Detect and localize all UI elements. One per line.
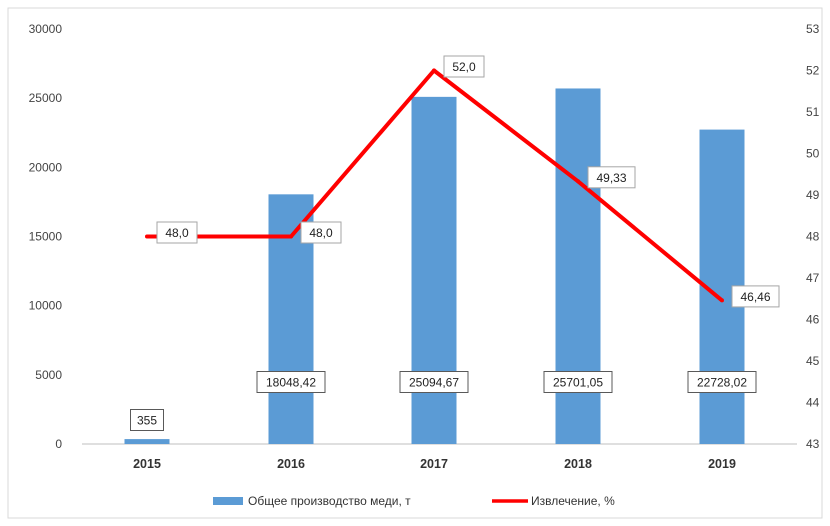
line-point xyxy=(289,234,293,239)
line-series xyxy=(145,68,724,303)
right-tick-label: 51 xyxy=(806,105,820,119)
line-point xyxy=(720,298,724,303)
line-data-label: 49,33 xyxy=(587,166,636,189)
left-axis: 0 5000 10000 15000 20000 25000 30000 xyxy=(29,22,63,451)
line-data-label: 52,0 xyxy=(443,55,485,78)
bar xyxy=(124,439,170,444)
bar-label-text: 18048,42 xyxy=(266,376,316,390)
line-label-box xyxy=(300,221,342,244)
bar-data-label: 25701,05 xyxy=(543,371,613,393)
line-label-text: 46,46 xyxy=(740,290,770,304)
line-label-box xyxy=(587,166,636,189)
left-tick-label: 20000 xyxy=(29,160,63,174)
legend: Общее производство меди, т Извлечение, % xyxy=(213,494,615,508)
legend-line-label: Извлечение, % xyxy=(531,494,615,508)
x-tick-label: 2019 xyxy=(708,457,736,471)
x-tick-label: 2016 xyxy=(277,457,305,471)
line-data-label: 48,0 xyxy=(300,221,342,244)
x-axis: 2015 2016 2017 2018 2019 xyxy=(133,457,736,471)
bar-label-text: 25701,05 xyxy=(553,376,603,390)
right-tick-label: 43 xyxy=(806,437,820,451)
right-tick-label: 48 xyxy=(806,230,820,244)
bar-data-label: 355 xyxy=(130,409,164,431)
line-data-labels: 48,0 48,0 52,0 49,33 46,46 xyxy=(156,55,780,308)
bar-label-text: 355 xyxy=(137,414,157,428)
line-data-label: 48,0 xyxy=(156,221,198,244)
left-tick-label: 10000 xyxy=(29,299,63,313)
x-tick-label: 2018 xyxy=(564,457,592,471)
right-axis: 43 44 45 46 47 48 49 50 51 52 53 xyxy=(806,22,820,451)
bar-label-box xyxy=(543,371,613,393)
bar-data-label: 22728,02 xyxy=(687,371,757,393)
bar-label-text: 25094,67 xyxy=(409,376,459,390)
x-tick-label: 2017 xyxy=(420,457,448,471)
line-label-box xyxy=(156,221,198,244)
line-label-text: 48,0 xyxy=(165,226,189,240)
line-point xyxy=(576,179,580,184)
line-label-box xyxy=(443,55,485,78)
legend-bar-label: Общее производство меди, т xyxy=(248,494,411,508)
line-point xyxy=(145,234,149,239)
right-tick-label: 46 xyxy=(806,313,820,327)
right-tick-label: 45 xyxy=(806,354,820,368)
bar-data-labels: 355 18048,42 25094,67 25701,05 22728,02 xyxy=(130,371,757,431)
right-tick-label: 47 xyxy=(806,271,820,285)
left-tick-label: 5000 xyxy=(35,368,62,382)
line-point xyxy=(432,68,436,73)
line-label-text: 52,0 xyxy=(452,60,476,74)
left-tick-label: 25000 xyxy=(29,91,63,105)
left-tick-label: 15000 xyxy=(29,230,63,244)
right-tick-label: 50 xyxy=(806,147,820,161)
bar-label-text: 22728,02 xyxy=(697,376,747,390)
line-label-text: 48,0 xyxy=(309,226,333,240)
x-tick-label: 2015 xyxy=(133,457,161,471)
right-tick-label: 52 xyxy=(806,64,820,78)
line-label-text: 49,33 xyxy=(596,171,626,185)
left-tick-label: 0 xyxy=(55,437,62,451)
left-tick-label: 30000 xyxy=(29,22,63,36)
legend-bar-swatch xyxy=(213,497,243,505)
line-data-label: 46,46 xyxy=(731,285,780,308)
bar-data-label: 25094,67 xyxy=(399,371,469,393)
bar-label-box xyxy=(256,371,326,393)
line-label-box xyxy=(731,285,780,308)
bar-label-box xyxy=(399,371,469,393)
right-tick-label: 53 xyxy=(806,22,820,36)
right-tick-label: 49 xyxy=(806,188,820,202)
bar-label-box xyxy=(687,371,757,393)
bar-data-label: 18048,42 xyxy=(256,371,326,393)
right-tick-label: 44 xyxy=(806,396,820,410)
bar-label-box xyxy=(130,409,164,431)
